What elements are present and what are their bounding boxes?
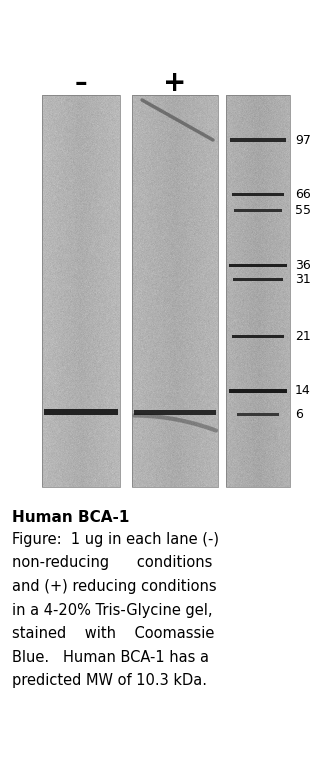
Text: 21: 21 — [295, 329, 311, 342]
Text: –: – — [75, 71, 87, 95]
Bar — [232, 194, 284, 196]
Bar — [134, 410, 216, 414]
Text: stained    with    Coomassie: stained with Coomassie — [12, 626, 214, 641]
Text: 31: 31 — [295, 273, 311, 286]
Text: 66: 66 — [295, 188, 311, 201]
Bar — [229, 264, 287, 267]
Text: Human BCA-1: Human BCA-1 — [12, 510, 129, 525]
Text: Figure:  1 ug in each lane (-): Figure: 1 ug in each lane (-) — [12, 532, 219, 547]
Bar — [42, 95, 120, 487]
Text: 14: 14 — [295, 385, 311, 398]
Text: in a 4-20% Tris-Glycine gel,: in a 4-20% Tris-Glycine gel, — [12, 603, 213, 617]
Text: Blue.   Human BCA-1 has a: Blue. Human BCA-1 has a — [12, 650, 209, 664]
Bar — [234, 209, 282, 212]
Text: 55: 55 — [295, 205, 311, 217]
Bar — [230, 139, 286, 142]
Bar — [232, 335, 284, 338]
Bar — [228, 388, 287, 393]
Bar — [237, 413, 279, 416]
Bar — [44, 409, 118, 414]
Text: predicted MW of 10.3 kDa.: predicted MW of 10.3 kDa. — [12, 673, 207, 688]
Bar — [132, 95, 218, 487]
Bar — [233, 278, 283, 281]
Text: non-reducing      conditions: non-reducing conditions — [12, 555, 213, 571]
Text: +: + — [163, 69, 187, 97]
Text: 36: 36 — [295, 259, 311, 272]
Text: 97: 97 — [295, 133, 311, 146]
Text: 6: 6 — [295, 408, 303, 421]
Text: and (+) reducing conditions: and (+) reducing conditions — [12, 579, 217, 594]
Bar — [226, 95, 290, 487]
